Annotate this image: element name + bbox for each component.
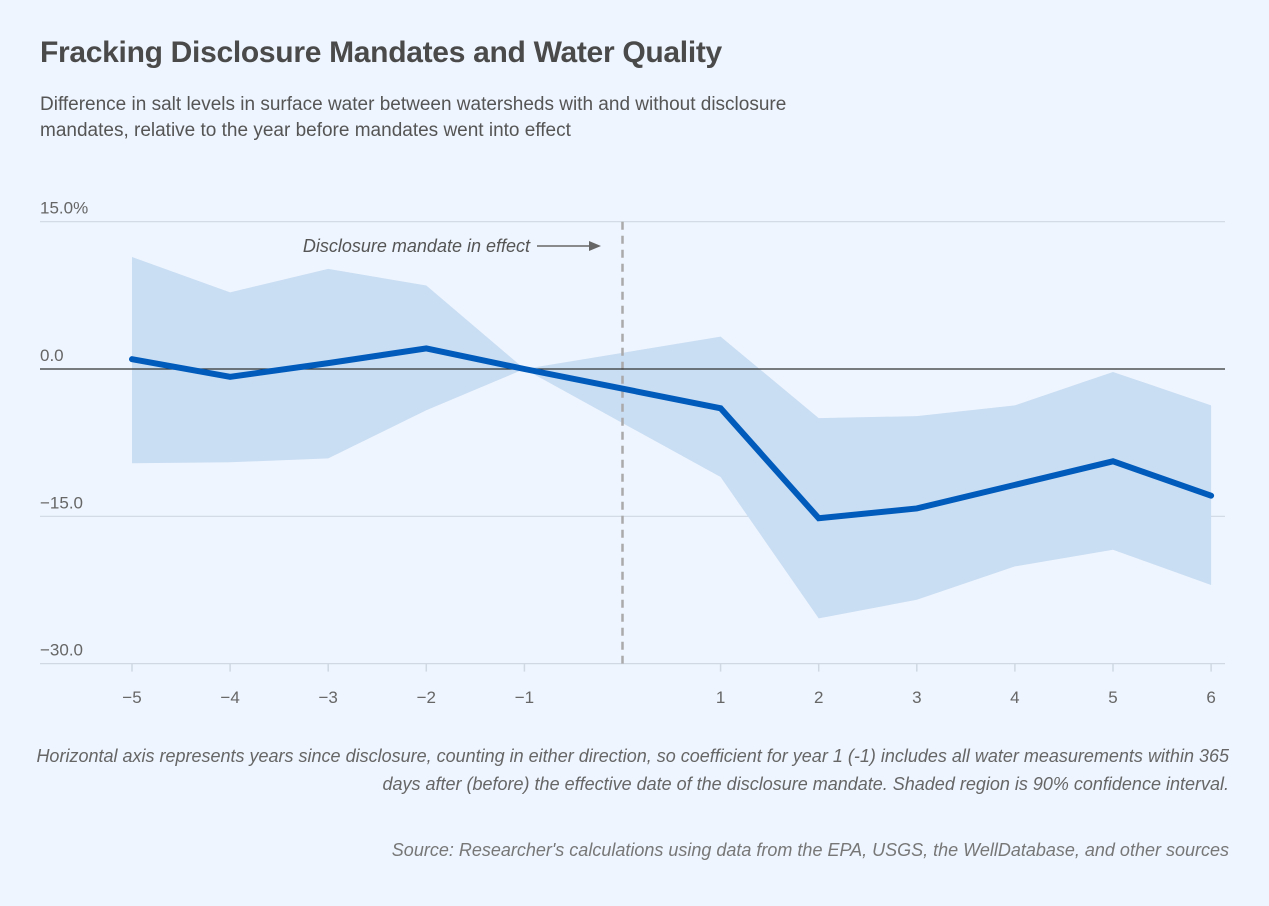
x-axis-ticks: −5 −4 −3 −2 −1 1 2 3 4 5 6 <box>122 663 1216 707</box>
y-tick-label: 0.0 <box>40 346 64 365</box>
chart-note: Horizontal axis represents years since d… <box>36 746 1229 794</box>
series-line <box>129 345 1215 522</box>
y-tick-label: −30.0 <box>40 641 83 660</box>
x-tick-label: −4 <box>220 688 239 707</box>
y-axis-ticks: 15.0% 0.0 −15.0 −30.0 <box>40 199 88 660</box>
arrow-icon <box>537 241 601 251</box>
chart-subtitle: Difference in salt levels in surface wat… <box>40 94 787 141</box>
x-tick-label: 5 <box>1108 688 1117 707</box>
mandate-annotation: Disclosure mandate in effect <box>303 236 531 256</box>
chart-title: Fracking Disclosure Mandates and Water Q… <box>40 36 722 69</box>
x-tick-label: −1 <box>515 688 534 707</box>
x-tick-label: 6 <box>1206 688 1215 707</box>
y-tick-label: −15.0 <box>40 493 83 512</box>
chart-source: Source: Researcher's calculations using … <box>391 840 1229 860</box>
x-tick-label: −5 <box>122 688 141 707</box>
x-tick-label: 4 <box>1010 688 1019 707</box>
x-tick-label: 3 <box>912 688 921 707</box>
x-tick-label: 2 <box>814 688 823 707</box>
x-tick-label: −3 <box>319 688 338 707</box>
x-tick-label: 1 <box>716 688 725 707</box>
y-tick-label: 15.0% <box>40 199 88 218</box>
x-tick-label: −2 <box>417 688 436 707</box>
confidence-band <box>132 257 1212 619</box>
